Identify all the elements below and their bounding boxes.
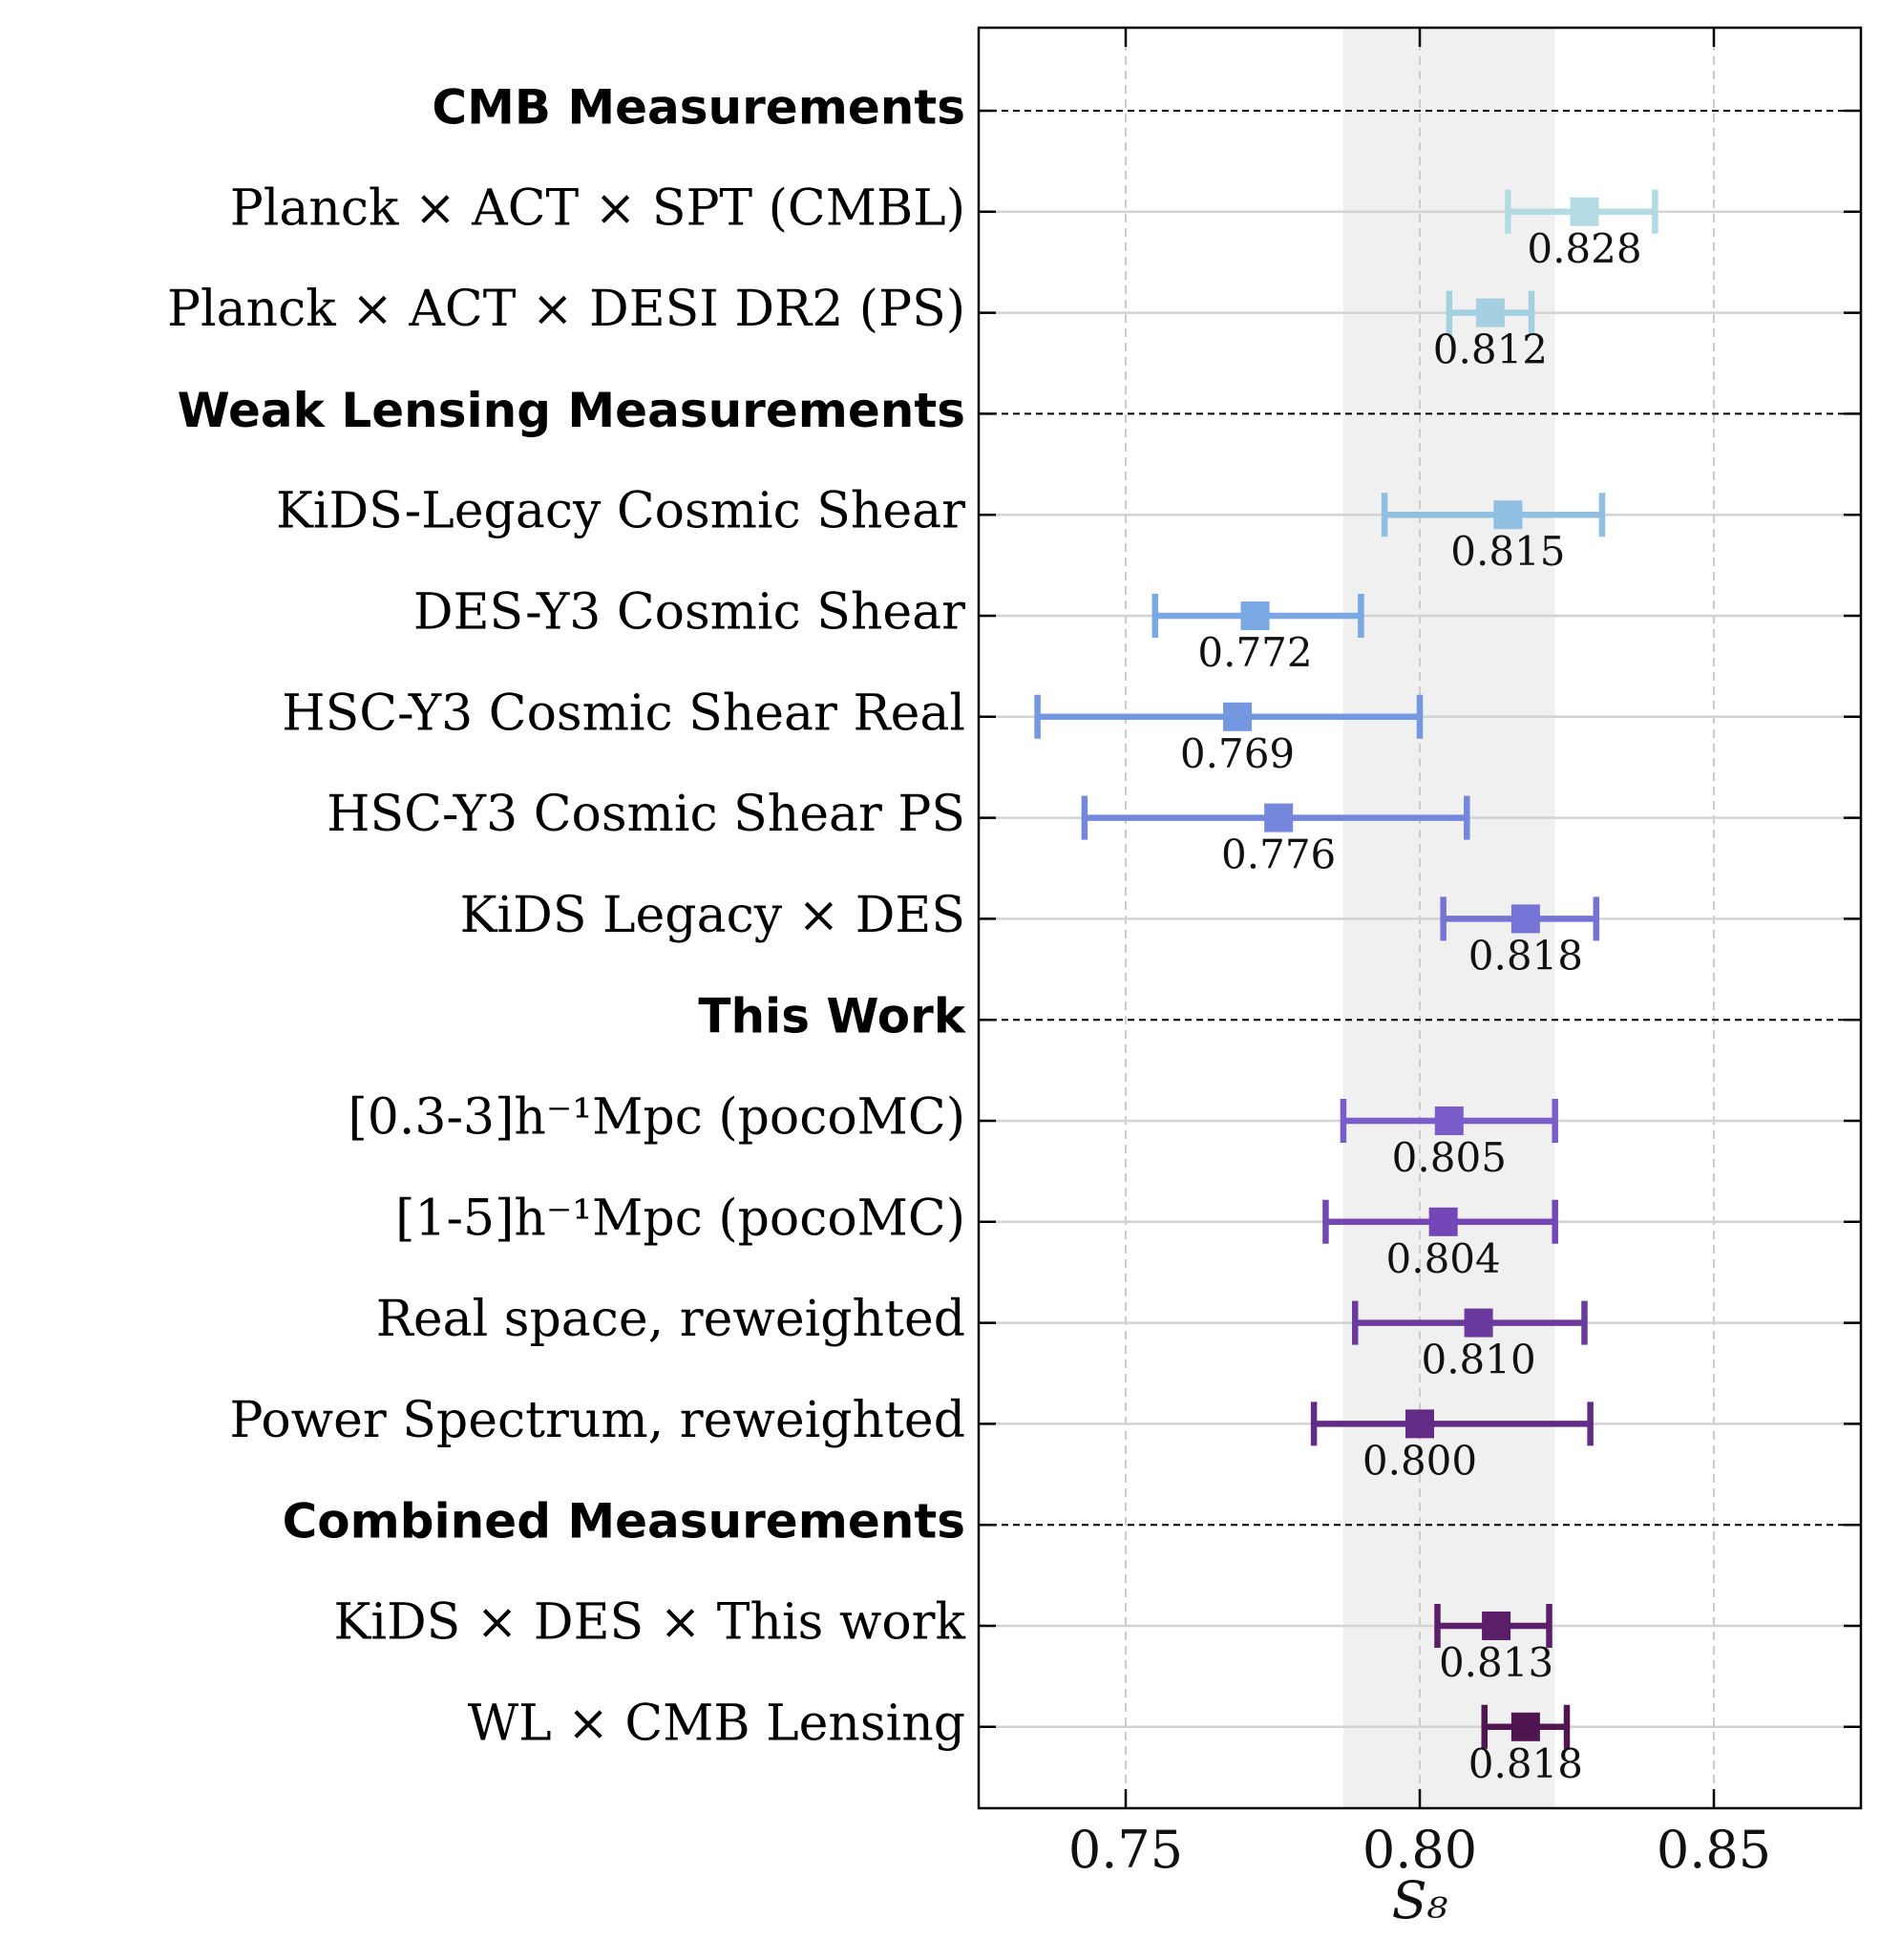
value-label: 0.813: [1439, 1639, 1553, 1686]
value-label: 0.805: [1392, 1134, 1507, 1181]
row-label: HSC-Y3 Cosmic Shear Real: [282, 685, 965, 742]
x-tick-label: 0.75: [1068, 1820, 1183, 1880]
row-label: Planck × ACT × DESI DR2 (PS): [167, 281, 965, 338]
marker: [1223, 702, 1253, 731]
row-label: KiDS × DES × This work: [333, 1594, 965, 1652]
marker: [1570, 197, 1599, 226]
group-title: CMB Measurements: [432, 80, 965, 136]
x-axis-label: S₈: [1392, 1870, 1448, 1930]
value-label: 0.769: [1180, 730, 1295, 777]
marker: [1434, 1106, 1464, 1135]
value-label: 0.828: [1527, 225, 1641, 272]
row-label: Real space, reweighted: [376, 1291, 965, 1348]
marker: [1493, 500, 1523, 530]
row-label: [0.3-3]h⁻¹Mpc (pocoMC): [348, 1089, 965, 1147]
row-label: Planck × ACT × SPT (CMBL): [230, 179, 965, 237]
row-label: [1-5]h⁻¹Mpc (pocoMC): [395, 1190, 965, 1247]
value-label: 0.818: [1468, 932, 1583, 979]
value-label: 0.772: [1197, 629, 1312, 676]
row-label: DES-Y3 Cosmic Shear: [413, 584, 965, 642]
row-label: HSC-Y3 Cosmic Shear PS: [327, 786, 965, 843]
row-label: KiDS Legacy × DES: [460, 887, 965, 944]
marker: [1510, 904, 1540, 934]
marker: [1240, 601, 1270, 630]
marker: [1475, 298, 1505, 327]
marker: [1510, 1712, 1540, 1741]
x-tick-label: 0.85: [1657, 1820, 1771, 1880]
value-label: 0.804: [1386, 1235, 1501, 1282]
marker: [1482, 1612, 1511, 1640]
x-tick-label: 0.80: [1362, 1820, 1477, 1880]
row-label: WL × CMB Lensing: [468, 1695, 965, 1752]
value-label: 0.776: [1221, 832, 1336, 878]
value-label: 0.810: [1421, 1337, 1535, 1383]
value-label: 0.815: [1450, 528, 1565, 575]
marker: [1464, 1308, 1493, 1338]
group-title: Combined Measurements: [283, 1494, 965, 1549]
value-label: 0.812: [1433, 327, 1548, 373]
group-title: This Work: [698, 989, 966, 1044]
row-label: KiDS-Legacy Cosmic Shear: [276, 483, 965, 540]
value-label: 0.818: [1468, 1740, 1583, 1787]
marker: [1264, 803, 1294, 832]
group-title: Weak Lensing Measurements: [178, 383, 965, 438]
value-label: 0.800: [1362, 1437, 1477, 1484]
row-label: Power Spectrum, reweighted: [229, 1392, 965, 1449]
plot-frame: [977, 26, 1863, 1810]
marker: [1405, 1409, 1434, 1439]
marker: [1428, 1207, 1458, 1236]
